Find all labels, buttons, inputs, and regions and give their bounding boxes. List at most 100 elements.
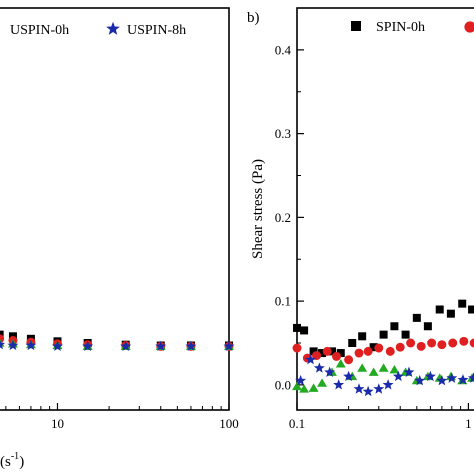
panel-a-series-3-point-6 [155, 340, 167, 352]
panel-b-series-0-point-17 [468, 305, 474, 314]
panel-b-series-1-point-6 [354, 348, 364, 358]
panel-a-x-tick-label-0: 10 [51, 416, 64, 431]
panel-b-series-3-point-12 [414, 374, 426, 386]
panel-b-y-tick-label-1: 0.1 [275, 294, 291, 309]
panel-a-series-3-point-2 [25, 339, 37, 351]
panel-b-series-0-point-7 [358, 332, 367, 341]
panel-b-series-3-point-2 [313, 362, 325, 373]
panel-a: 10 100 USPIN-0h USPIN-8h (s-1) [0, 7, 239, 470]
panel-b-series-0-point-6 [348, 339, 357, 347]
panel-b-series-1-point-4 [332, 351, 341, 361]
panel-b-legend: SPIN-0h [351, 20, 474, 35]
panel-b-series-0-point-2 [309, 347, 318, 356]
panel-b-y-tick-label-2: 0.2 [275, 210, 291, 225]
panel-a-series-0-point-0 [0, 330, 4, 339]
panel-b-data-points [292, 299, 474, 397]
panel-b-series-0-point-0 [293, 323, 301, 332]
panel-b-series-1-point-2 [312, 351, 322, 361]
panel-b-series-3-point-16 [457, 374, 469, 385]
panel-b-series-2-point-9 [378, 363, 389, 372]
panel-b-series-1-point-17 [469, 338, 474, 348]
panel-a-legend: USPIN-0h USPIN-8h [10, 21, 186, 38]
panel-b-series-3-point-14 [436, 374, 448, 386]
panel-a-series-3-point-1 [7, 339, 19, 351]
panel-b-series-1-point-8 [374, 343, 384, 353]
panel-a-legend-star-marker [106, 21, 120, 35]
panel-b-series-3-point-17 [467, 372, 474, 383]
panel-b-series-3-point-6 [353, 383, 365, 394]
panel-b-series-3-point-7 [362, 385, 374, 397]
panel-b-y-tick-label-3: 0.3 [275, 126, 291, 141]
panel-b-series-0-point-8 [369, 343, 378, 352]
panel-a-x-axis-title: (s-1) [0, 451, 24, 470]
panel-b-series-3-point-15 [446, 372, 458, 383]
panel-b-legend-label-0: SPIN-0h [376, 20, 425, 35]
panel-b-series-1-point-10 [395, 342, 405, 352]
panel-b-series-1-point-5 [344, 355, 354, 365]
panel-b-y-tick-label-0: 0.0 [275, 377, 291, 392]
panel-b-legend-square-marker [351, 21, 361, 31]
panel-a-series-3-point-0 [0, 339, 6, 350]
panel-a-plot-frame [0, 7, 230, 411]
panel-b-series-0-point-13 [423, 322, 432, 331]
panel-b-x-tick-label-1: 1 [465, 416, 472, 431]
panel-a-x-tick-label-1: 100 [219, 416, 239, 431]
panel-b-plot-frame [296, 7, 474, 411]
panel-b-series-0-point-16 [458, 299, 467, 308]
panel-b-series-1-point-16 [459, 336, 469, 346]
panel-b-series-1-point-0 [292, 343, 302, 353]
panel-a-series-3-point-3 [52, 340, 63, 352]
panel-b-series-2-point-8 [368, 367, 379, 376]
panel-b-series-1-point-13 [427, 338, 437, 348]
panel-b-series-2-point-10 [389, 365, 400, 374]
panel-b-series-0-point-14 [435, 305, 444, 314]
panel-b-series-3-point-11 [403, 366, 415, 377]
panel-b-axis-ticks: 0.1 1 0.0 0.1 0.2 0.3 0.4 [275, 42, 472, 431]
panel-a-series-3-point-5 [120, 340, 132, 352]
panel-b-series-0-point-10 [390, 322, 399, 331]
panel-b-series-0-point-5 [336, 349, 345, 358]
panel-b-label: b) [247, 10, 260, 26]
panel-a-legend-star [106, 21, 120, 35]
panel-b-series-3-point-3 [324, 366, 336, 377]
panel-b-series-3-point-10 [392, 370, 404, 382]
panel-a-data-points [0, 330, 235, 352]
panel-b-series-0-point-3 [318, 349, 327, 358]
panel-b-series-3-point-8 [373, 383, 385, 394]
panel-b-x-tick-label-0: 0.1 [289, 416, 305, 431]
panel-b-y-axis-title: Shear stress (Pa) [250, 159, 266, 259]
panel-b-series-1-point-9 [385, 346, 395, 356]
panel-a-legend-label-3: USPIN-8h [127, 23, 186, 38]
panel-b-series-1-point-7 [363, 346, 373, 356]
panel-b-series-0-point-1 [300, 326, 309, 335]
panel-b-series-3-point-1 [305, 353, 317, 365]
panel-b-series-3-point-0 [295, 374, 307, 386]
panel-b-series-1-point-12 [416, 341, 426, 351]
panel-a-series-3-point-4 [82, 340, 94, 352]
panel-b-y-tick-label-4: 0.4 [275, 42, 292, 57]
panel-b-series-2-point-5 [335, 359, 346, 368]
panel-b-series-2-point-3 [317, 378, 328, 387]
panel-b-series-2-point-0 [292, 381, 302, 391]
panel-b-series-1-point-11 [406, 338, 416, 348]
panel-b-series-0-point-15 [446, 309, 455, 318]
panel-b-series-0-point-4 [327, 347, 336, 356]
panel-b-series-2-point-1 [299, 384, 310, 393]
panel-b-series-1-point-3 [322, 346, 332, 356]
panel-b-series-0-point-11 [401, 330, 410, 339]
panel-b-series-1-point-14 [437, 340, 447, 350]
panel-b-series-0-point-9 [379, 330, 388, 339]
panel-b-series-3-point-13 [424, 370, 436, 382]
panel-b-legend-circle-marker [464, 21, 474, 33]
panel-a-legend-label-0: USPIN-0h [10, 23, 69, 38]
panel-b-series-3-point-5 [343, 370, 355, 382]
panel-b-series-2-point-7 [357, 363, 368, 372]
panel-b-series-3-point-9 [382, 379, 394, 390]
panel-a-series-3-point-7 [185, 340, 197, 352]
panel-b-series-1-point-15 [448, 338, 458, 348]
panel-b-legend-square [351, 21, 361, 31]
panel-b-legend-circle [464, 21, 474, 33]
panel-b-series-2-point-2 [308, 383, 319, 392]
panel-b-series-3-point-4 [333, 379, 345, 390]
